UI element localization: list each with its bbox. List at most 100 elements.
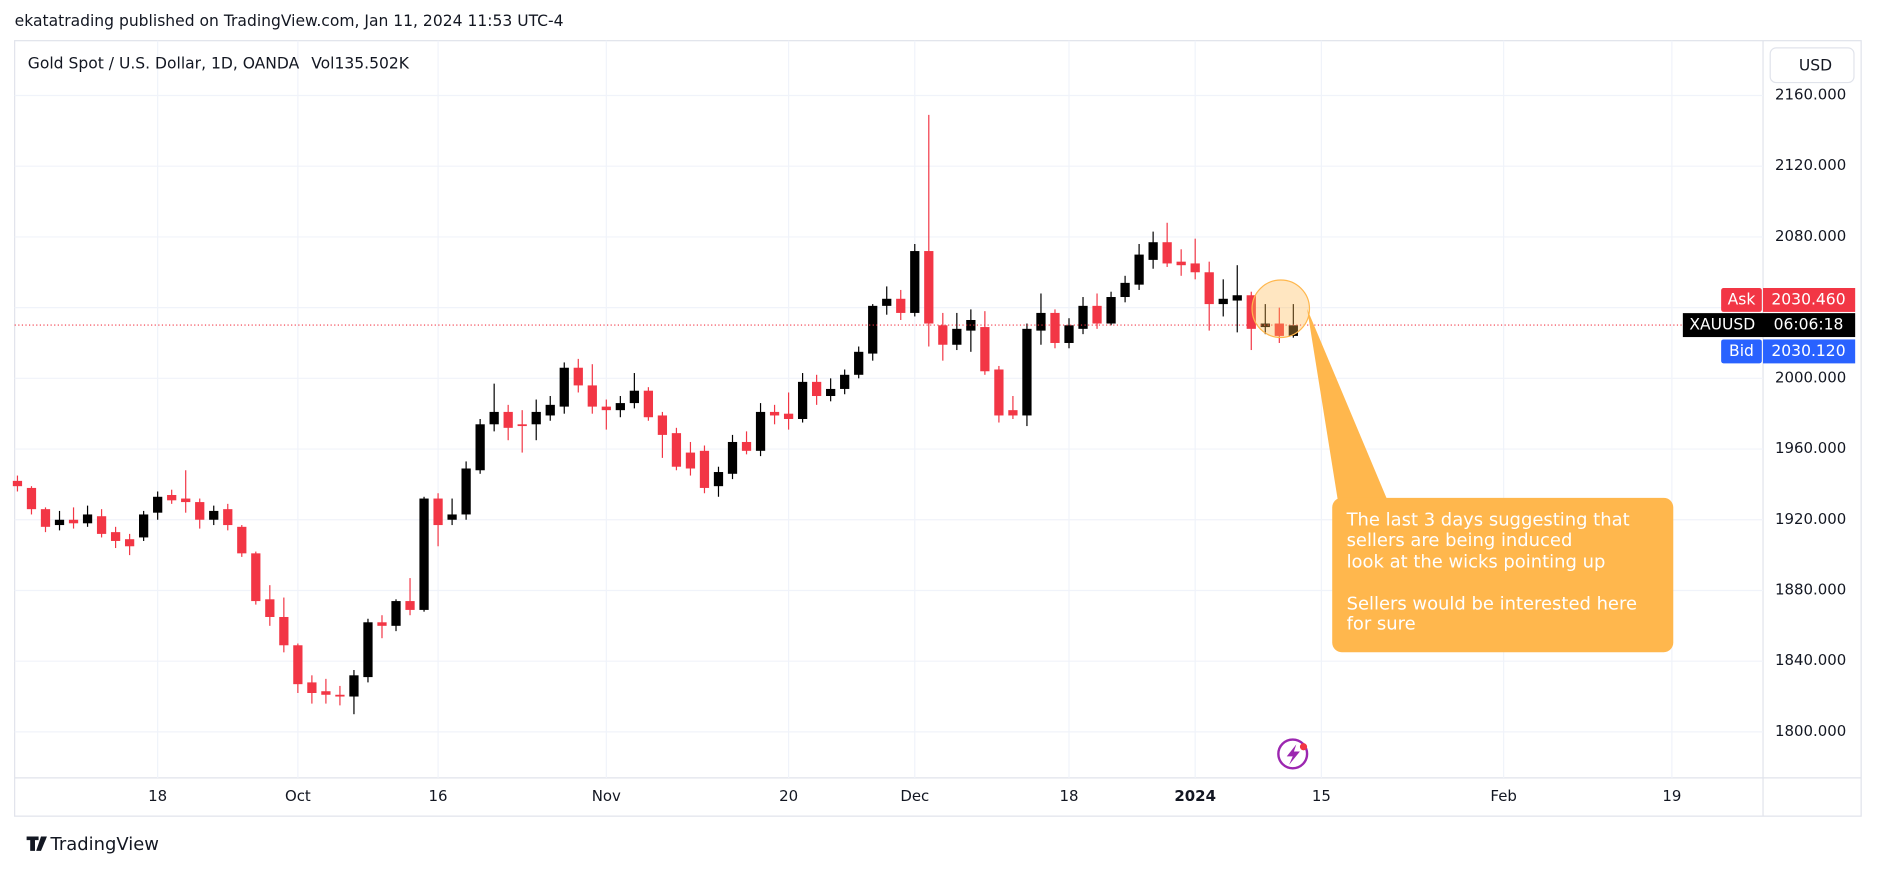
candle-body bbox=[40, 509, 51, 527]
candle-body bbox=[433, 498, 443, 526]
y-tick-label: 2160.000 bbox=[1775, 85, 1846, 103]
currency-button[interactable] bbox=[1769, 47, 1855, 84]
candle-body bbox=[924, 251, 934, 324]
candle-body bbox=[12, 480, 23, 487]
candle-body bbox=[265, 599, 275, 617]
candle-body bbox=[307, 682, 317, 694]
candle-body bbox=[153, 496, 163, 513]
candle-body bbox=[1050, 312, 1060, 343]
candle-body bbox=[559, 367, 569, 407]
candle-body bbox=[1162, 242, 1172, 264]
candle-body bbox=[461, 468, 471, 515]
candle-body bbox=[195, 502, 205, 520]
candle-body bbox=[699, 450, 710, 488]
x-tick-label: Feb bbox=[1490, 787, 1516, 805]
quote-name: Bid bbox=[1729, 342, 1754, 360]
candle-body bbox=[223, 509, 233, 526]
candle-body bbox=[96, 516, 107, 534]
candle-body bbox=[26, 487, 37, 510]
candle-body bbox=[321, 691, 331, 695]
callout-text: look at the wicks pointing up bbox=[1347, 551, 1606, 572]
callout-text: Sellers would be interested here bbox=[1347, 593, 1637, 614]
candle-body bbox=[868, 305, 878, 354]
candle-body bbox=[615, 403, 625, 411]
candle-body bbox=[1092, 305, 1102, 324]
y-tick-label: 1840.000 bbox=[1775, 651, 1846, 669]
candle-body bbox=[391, 601, 401, 626]
callout-box bbox=[1332, 497, 1674, 653]
candle-body bbox=[377, 622, 387, 626]
candle-body bbox=[657, 415, 668, 435]
y-tick-label: 1920.000 bbox=[1775, 510, 1846, 528]
candle-body bbox=[1036, 312, 1046, 331]
lightning-dot bbox=[1299, 743, 1308, 751]
candle-body bbox=[237, 526, 247, 554]
candle-body bbox=[1022, 328, 1032, 416]
x-tick-label: 2024 bbox=[1174, 787, 1216, 805]
y-tick-label: 1880.000 bbox=[1775, 580, 1846, 598]
candle-body bbox=[741, 441, 752, 451]
candle-body bbox=[1120, 282, 1130, 298]
candle-body bbox=[966, 319, 976, 331]
quote-name: Ask bbox=[1728, 290, 1756, 308]
candle-body bbox=[938, 325, 948, 345]
candle-body bbox=[1204, 272, 1214, 305]
candle-body bbox=[279, 616, 289, 646]
candle-body bbox=[124, 539, 135, 547]
x-tick-label: 15 bbox=[1312, 787, 1331, 805]
candle-body bbox=[363, 622, 373, 678]
candle-body bbox=[812, 381, 822, 397]
symbol: XAUUSD bbox=[1689, 316, 1755, 334]
highlight-circle bbox=[1251, 279, 1311, 339]
candle-body bbox=[1148, 242, 1158, 260]
candle-body bbox=[952, 328, 962, 345]
candle-body bbox=[1008, 410, 1018, 416]
candle-body bbox=[994, 369, 1004, 416]
header: ekatatrading published on TradingView.co… bbox=[15, 12, 564, 30]
quote-value-bg bbox=[1763, 339, 1856, 364]
brand-logo-dot bbox=[40, 836, 46, 842]
candle-body bbox=[797, 381, 808, 419]
brand: TradingView bbox=[50, 834, 159, 855]
callout-text: The last 3 days suggesting that bbox=[1346, 510, 1630, 531]
candle-body bbox=[1106, 297, 1116, 324]
y-tick-label: 2000.000 bbox=[1775, 368, 1846, 386]
candle-body bbox=[419, 498, 429, 610]
quote-value: 2030.460 bbox=[1771, 290, 1845, 308]
candle-body bbox=[1218, 298, 1228, 305]
callout-text: for sure bbox=[1347, 614, 1416, 635]
candle-body bbox=[139, 514, 149, 538]
quote-value-bg bbox=[1763, 287, 1856, 312]
candle-body bbox=[167, 495, 177, 501]
candle-body bbox=[447, 514, 457, 520]
candle-body bbox=[1134, 254, 1144, 285]
candle-body bbox=[910, 251, 920, 313]
candle-body bbox=[531, 411, 541, 425]
candle-body bbox=[826, 388, 836, 397]
candle-body bbox=[1064, 325, 1074, 343]
x-tick-label: 19 bbox=[1662, 787, 1681, 805]
candle-body bbox=[587, 385, 597, 407]
y-tick-label: 2080.000 bbox=[1775, 227, 1846, 245]
candle-body bbox=[1246, 295, 1256, 329]
chart-title: Gold Spot / U.S. Dollar, 1D, OANDA Vol135… bbox=[28, 54, 410, 72]
chart-frame bbox=[14, 40, 1862, 817]
candle-body bbox=[110, 532, 121, 541]
candle-body bbox=[727, 441, 738, 474]
candle-body bbox=[783, 413, 794, 419]
callout-pointer bbox=[1307, 308, 1389, 503]
candle-body bbox=[755, 411, 766, 451]
candle-body bbox=[671, 433, 682, 467]
currency[interactable]: USD bbox=[1799, 56, 1832, 74]
x-tick-label: Dec bbox=[900, 787, 929, 805]
candle-body bbox=[181, 498, 191, 503]
candle-body bbox=[68, 519, 79, 524]
quote-name-bg bbox=[1721, 339, 1762, 364]
candle-body bbox=[349, 675, 359, 697]
candle-body bbox=[335, 694, 345, 697]
candle-body bbox=[405, 601, 415, 610]
candle-body bbox=[713, 472, 724, 487]
candle-body bbox=[82, 514, 93, 524]
candle-body bbox=[643, 390, 654, 418]
x-tick-label: 20 bbox=[779, 787, 798, 805]
